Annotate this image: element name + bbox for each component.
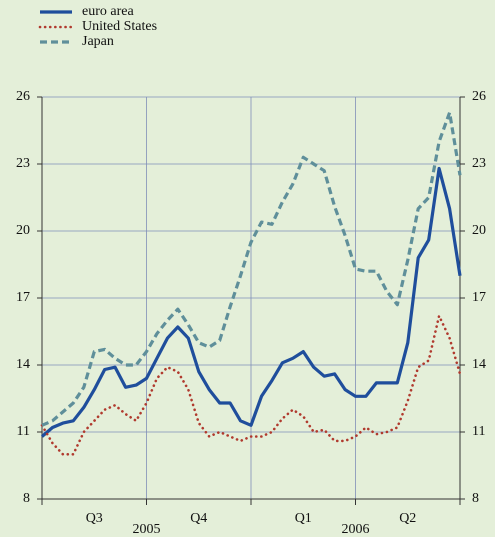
y-tick-label: 14 (16, 357, 30, 372)
y2-tick-label: 26 (472, 89, 486, 104)
legend-label: Japan (82, 34, 114, 49)
y-tick-label: 11 (17, 424, 30, 439)
x-tick-label: Q2 (399, 511, 416, 526)
series-line (40, 166, 462, 438)
y2-tick-label: 14 (472, 357, 486, 372)
y-tick-label: 20 (16, 223, 30, 238)
y2-tick-label: 20 (472, 223, 486, 238)
x-tick-label: Q1 (295, 511, 312, 526)
x-group-label: 2005 (133, 522, 161, 537)
y-tick-label: 23 (16, 156, 30, 171)
series-line (41, 111, 462, 427)
y2-tick-label: 11 (472, 424, 485, 439)
legend-label: United States (82, 19, 157, 34)
x-group-label: 2006 (342, 522, 370, 537)
series-line (40, 314, 462, 456)
y2-tick-label: 23 (472, 156, 486, 171)
y-tick-label: 26 (16, 89, 30, 104)
y2-tick-label: 8 (472, 491, 479, 506)
y-tick-label: 8 (23, 491, 30, 506)
legend-label: euro area (82, 4, 134, 19)
x-tick-label: Q4 (190, 511, 207, 526)
y-tick-label: 17 (16, 290, 30, 305)
x-tick-label: Q3 (86, 511, 103, 526)
y2-tick-label: 17 (472, 290, 486, 305)
